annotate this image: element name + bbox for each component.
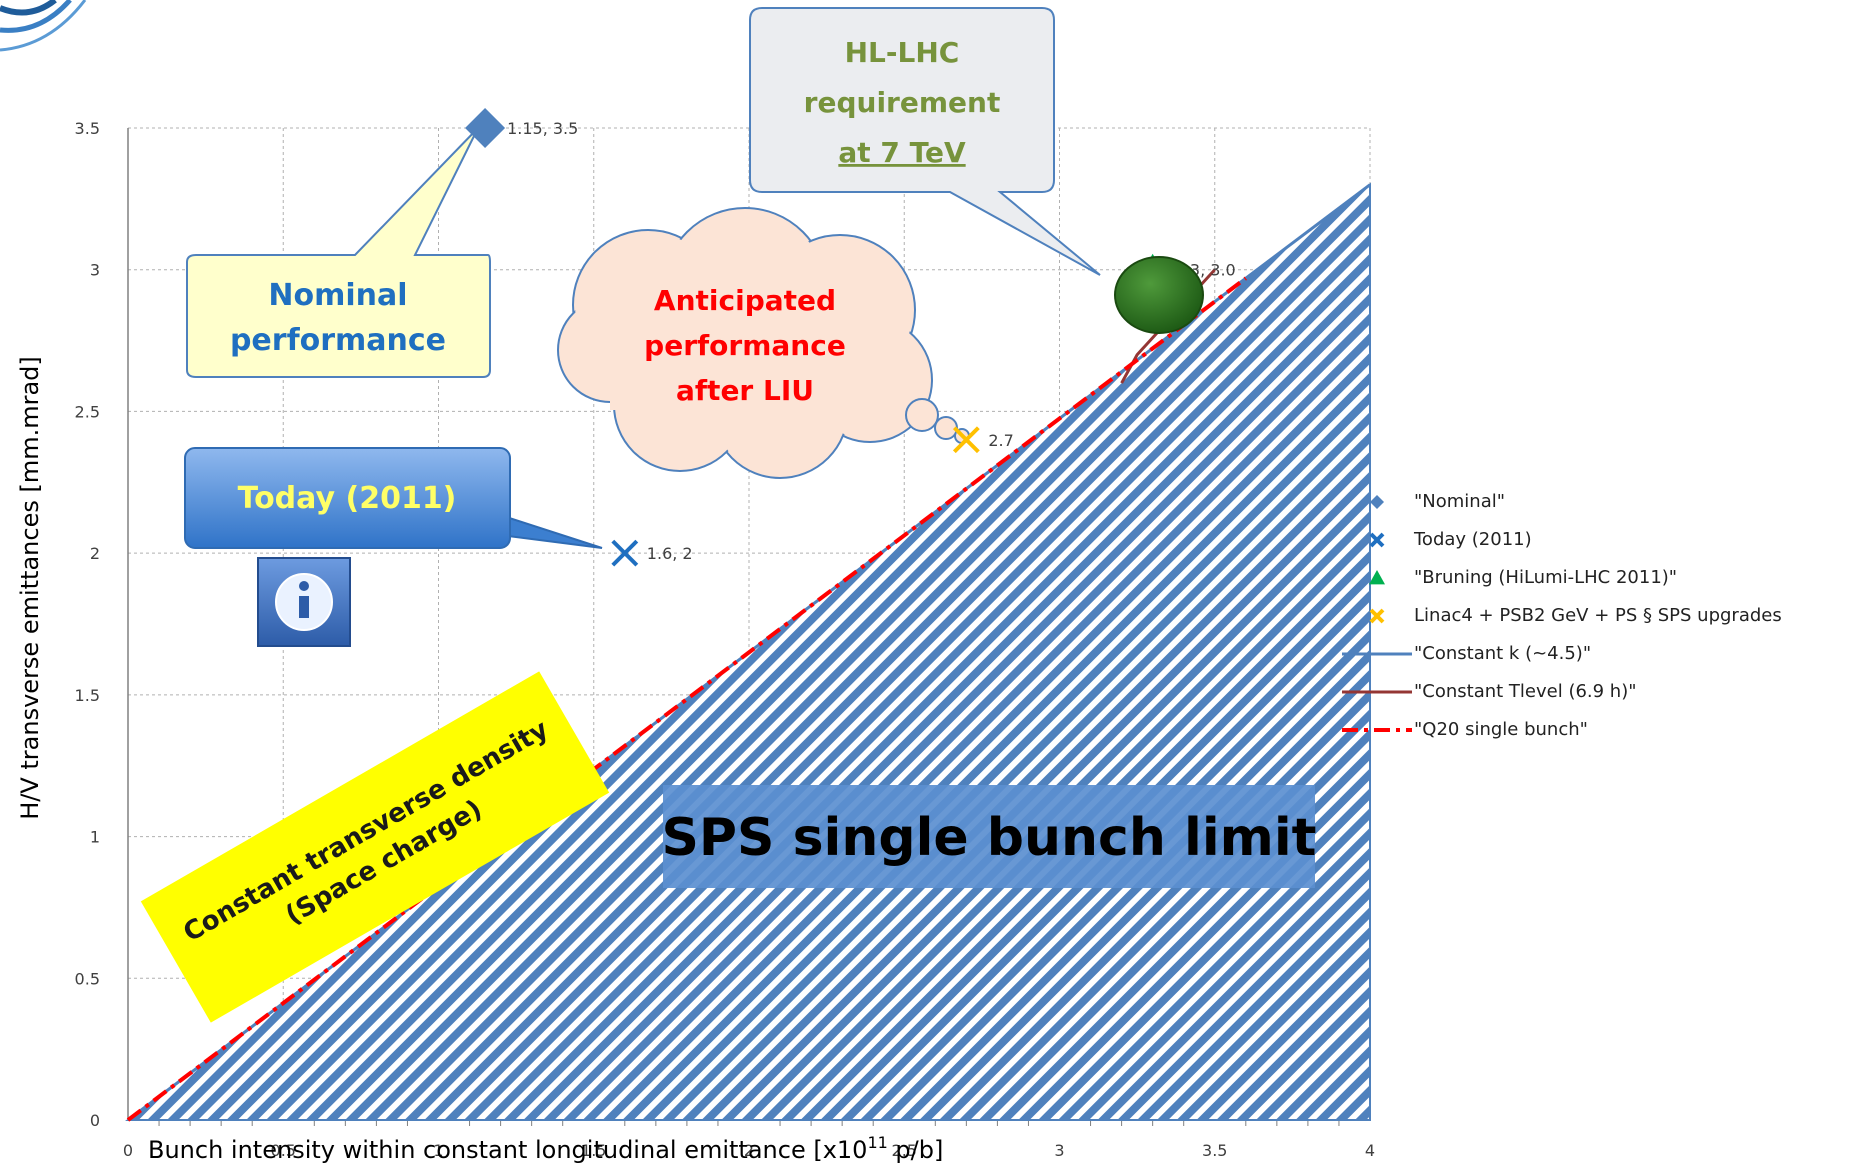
x-axis-ticks: 0 0.5 1 1.5 2 2.5 3 3.5 4 <box>123 1141 1375 1160</box>
nominal-callout-line2: performance <box>230 323 446 358</box>
point-marker <box>611 539 639 567</box>
legend: "Nominal" Today (2011) "Bruning (HiLumi-LH… <box>1340 486 1860 752</box>
legend-item: "Constant k (~4.5)" <box>1340 638 1860 676</box>
legend-label: "Q20 single bunch" <box>1414 719 1588 740</box>
x-tick-label: 2 <box>744 1141 754 1160</box>
x-axis-title: Bunch intensity within constant longitud… <box>148 1133 943 1164</box>
cloud-line3: after LIU <box>676 374 814 407</box>
y-tick-label: 3.5 <box>75 119 100 138</box>
sps-limit-text: SPS single bunch limit <box>661 808 1316 868</box>
point-label: 1.15, 3.5 <box>507 119 578 138</box>
x-tick-label: 1.5 <box>581 1141 606 1160</box>
legend-item: Today (2011) <box>1340 524 1860 562</box>
point-marker <box>952 426 980 454</box>
point-marker-stroke <box>1369 532 1385 548</box>
y-tick-label: 0 <box>90 1111 100 1130</box>
y-tick-label: 1.5 <box>75 686 100 705</box>
point-marker-stroke <box>952 426 980 454</box>
legend-marker <box>1369 570 1385 585</box>
y-tick-label: 0.5 <box>75 969 100 988</box>
today-callout: Today (2011) <box>184 447 603 549</box>
legend-marker <box>1342 652 1412 656</box>
x-tick-label: 0 <box>123 1141 133 1160</box>
legend-marker <box>1342 728 1412 732</box>
point-marker <box>1370 495 1384 509</box>
legend-item: "Q20 single bunch" <box>1340 714 1860 752</box>
y-tick-label: 2 <box>90 544 100 563</box>
hl-line2: requirement <box>804 86 1001 119</box>
legend-item: "Bruning (HiLumi-LHC 2011)" <box>1340 562 1860 600</box>
x-axis-title-end: p/b] <box>888 1136 944 1164</box>
x-axis-title-sup: 11 <box>867 1133 887 1152</box>
point-marker <box>1369 570 1385 585</box>
cloud-line2: performance <box>644 329 846 362</box>
x-tick-label: 1 <box>433 1141 443 1160</box>
legend-label: "Nominal" <box>1414 491 1506 512</box>
y-tick-label: 3 <box>90 261 100 280</box>
x-tick-label: 2.5 <box>892 1141 917 1160</box>
legend-marker <box>1370 495 1384 509</box>
anticipated-cloud: Anticipated performance after LIU <box>557 207 970 479</box>
legend-item: "Nominal" <box>1340 486 1860 524</box>
nominal-callout: Nominal performance <box>186 127 491 378</box>
legend-label: "Constant Tlevel (6.9 h)" <box>1414 681 1637 702</box>
series-line <box>126 276 1248 1122</box>
legend-item: "Constant Tlevel (6.9 h)" <box>1340 676 1860 714</box>
hl-line1: HL-LHC <box>845 36 960 69</box>
legend-item: Linac4 + PSB2 GeV + PS § SPS upgrades <box>1340 600 1860 638</box>
hl-line3: at 7 TeV <box>838 136 966 169</box>
x-tick-label: 3 <box>1054 1141 1064 1160</box>
point-marker-stroke <box>611 539 639 567</box>
point-label: 2.7 <box>988 431 1013 450</box>
y-tick-label: 2.5 <box>75 402 100 421</box>
hl-lhc-callout: HL-LHC requirement at 7 TeV <box>749 7 1101 276</box>
cloud-line1: Anticipated <box>654 284 836 317</box>
x-tick-label: 0.5 <box>271 1141 296 1160</box>
x-tick-label: 4 <box>1365 1141 1375 1160</box>
legend-marker <box>1342 690 1412 694</box>
point-marker <box>1369 532 1385 548</box>
data-point: 1.6, 2 <box>611 539 693 567</box>
nominal-callout-line1: Nominal <box>268 278 407 313</box>
info-icon[interactable] <box>257 557 351 647</box>
point-label: 1.6, 2 <box>647 544 693 563</box>
x-axis-title-main: Bunch intensity within constant longitud… <box>148 1136 867 1164</box>
hl-lhc-requirement-oval <box>1114 256 1204 334</box>
legend-label: "Bruning (HiLumi-LHC 2011)" <box>1414 567 1678 588</box>
y-tick-label: 1 <box>90 828 100 847</box>
point-marker-stroke <box>1369 608 1385 624</box>
data-point: 2.7 <box>952 426 1014 454</box>
data-point: 1.15, 3.5 <box>465 108 578 148</box>
legend-label: Today (2011) <box>1414 529 1532 550</box>
today-callout-text: Today (2011) <box>238 481 457 516</box>
legend-label: Linac4 + PSB2 GeV + PS § SPS upgrades <box>1414 605 1782 626</box>
point-marker <box>1369 608 1385 624</box>
legend-marker <box>1369 532 1385 548</box>
x-tick-label: 3.5 <box>1202 1141 1227 1160</box>
y-axis-title: H/V transverse emittances [mm.mrad] <box>16 356 44 820</box>
sps-limit-label: SPS single bunch limit <box>661 785 1317 888</box>
point-marker <box>465 108 506 148</box>
y-axis-ticks: 0 0.5 1 1.5 2 2.5 3 3.5 <box>75 119 100 1130</box>
legend-label: "Constant k (~4.5)" <box>1414 643 1592 664</box>
legend-marker <box>1369 608 1385 624</box>
logo-fragment <box>0 0 87 52</box>
